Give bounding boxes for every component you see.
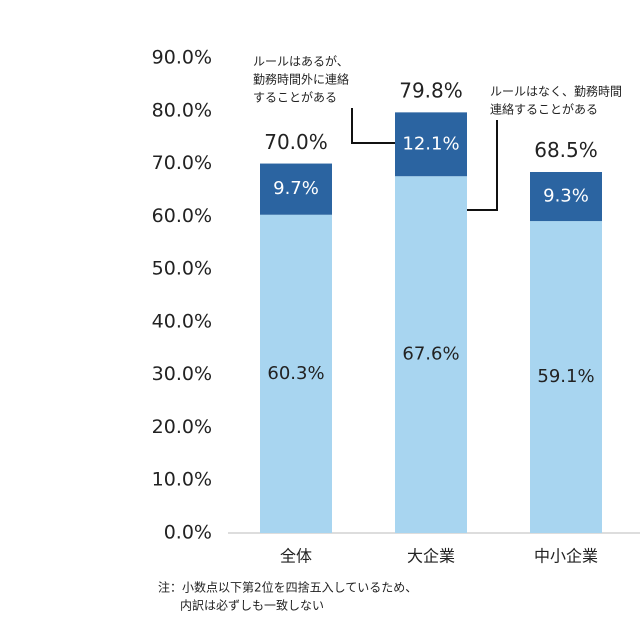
y-tick-label: 30.0% [152, 363, 212, 385]
y-tick-label: 40.0% [152, 310, 212, 332]
y-tick-label: 10.0% [152, 469, 212, 491]
total-label: 68.5% [534, 138, 598, 162]
note: 内訳は必ずしも一致しない [180, 598, 324, 613]
annotation-connector [467, 120, 498, 211]
y-tick-label: 60.0% [152, 205, 212, 227]
bar-segment [530, 172, 602, 222]
x-tick-label: 全体 [280, 547, 312, 566]
annotation-connector [351, 108, 395, 144]
data-label: 59.1% [537, 366, 594, 387]
data-label: 12.1% [402, 133, 459, 154]
total-label: 79.8% [399, 78, 463, 102]
data-label: 9.7% [273, 178, 319, 199]
bar-segment [395, 176, 467, 533]
annotation: することがある [253, 90, 337, 105]
y-tick-label: 70.0% [152, 152, 212, 174]
y-tick-label: 20.0% [152, 416, 212, 438]
y-tick-label: 0.0% [164, 522, 212, 544]
annotation: 連絡することがある [490, 102, 598, 117]
bar-segment [260, 163, 332, 215]
annotation: 勤務時間外に連絡 [253, 72, 349, 87]
bar-segment [260, 214, 332, 533]
data-label: 67.6% [402, 344, 459, 365]
annotation: ルールはなく、勤務時間 [490, 85, 622, 99]
data-label: 60.3% [267, 363, 324, 384]
bar-segment [395, 112, 467, 177]
data-label: 9.3% [543, 186, 589, 207]
annotation: ルールはあるが、 [253, 54, 349, 69]
x-tick-label: 大企業 [407, 547, 455, 566]
y-tick-label: 80.0% [152, 99, 212, 121]
x-tick-label: 中小企業 [534, 547, 598, 566]
total-label: 70.0% [264, 130, 328, 154]
bar-segment [530, 221, 602, 534]
y-tick-label: 90.0% [152, 47, 212, 69]
y-tick-label: 50.0% [152, 258, 212, 280]
note: 注：小数点以下第2位を四捨五入しているため、 [158, 580, 417, 595]
